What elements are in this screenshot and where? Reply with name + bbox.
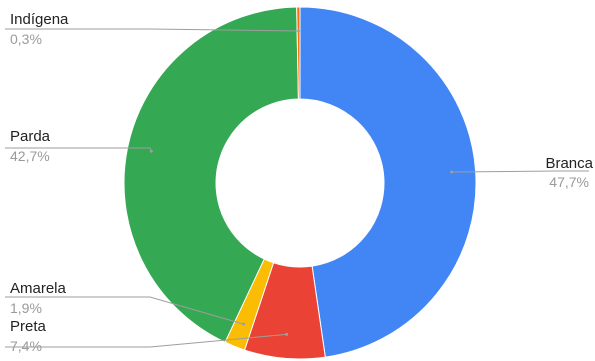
label-amarela: Amarela 1,9%	[10, 280, 67, 316]
label-parda-pct: 42,7%	[10, 148, 50, 164]
leader-lines-group	[5, 28, 589, 348]
label-parda-name: Parda	[10, 128, 51, 145]
label-parda: Parda 42,7%	[10, 128, 51, 164]
label-amarela-name: Amarela	[10, 280, 67, 297]
label-preta-pct: 7,4%	[10, 338, 42, 354]
label-indigena-pct: 0,3%	[10, 31, 42, 47]
leader-dot-4	[297, 29, 301, 33]
label-branca: Branca 47,7%	[545, 155, 593, 190]
leader-line-0	[451, 170, 589, 173]
leader-line-4	[5, 28, 299, 32]
label-indigena-name: Indígena	[10, 11, 69, 28]
leader-line-1	[5, 333, 287, 348]
slice-branca	[299, 6, 477, 358]
leader-line-3	[5, 147, 152, 152]
slice-parda	[123, 6, 299, 343]
label-branca-pct: 47,7%	[549, 174, 589, 190]
label-branca-name: Branca	[545, 155, 593, 172]
label-preta-name: Preta	[10, 318, 47, 335]
slices-group	[123, 6, 477, 360]
label-indigena: Indígena 0,3%	[10, 11, 69, 47]
label-amarela-pct: 1,9%	[10, 300, 42, 316]
leader-line-2	[5, 296, 244, 325]
label-preta: Preta 7,4%	[10, 318, 47, 354]
